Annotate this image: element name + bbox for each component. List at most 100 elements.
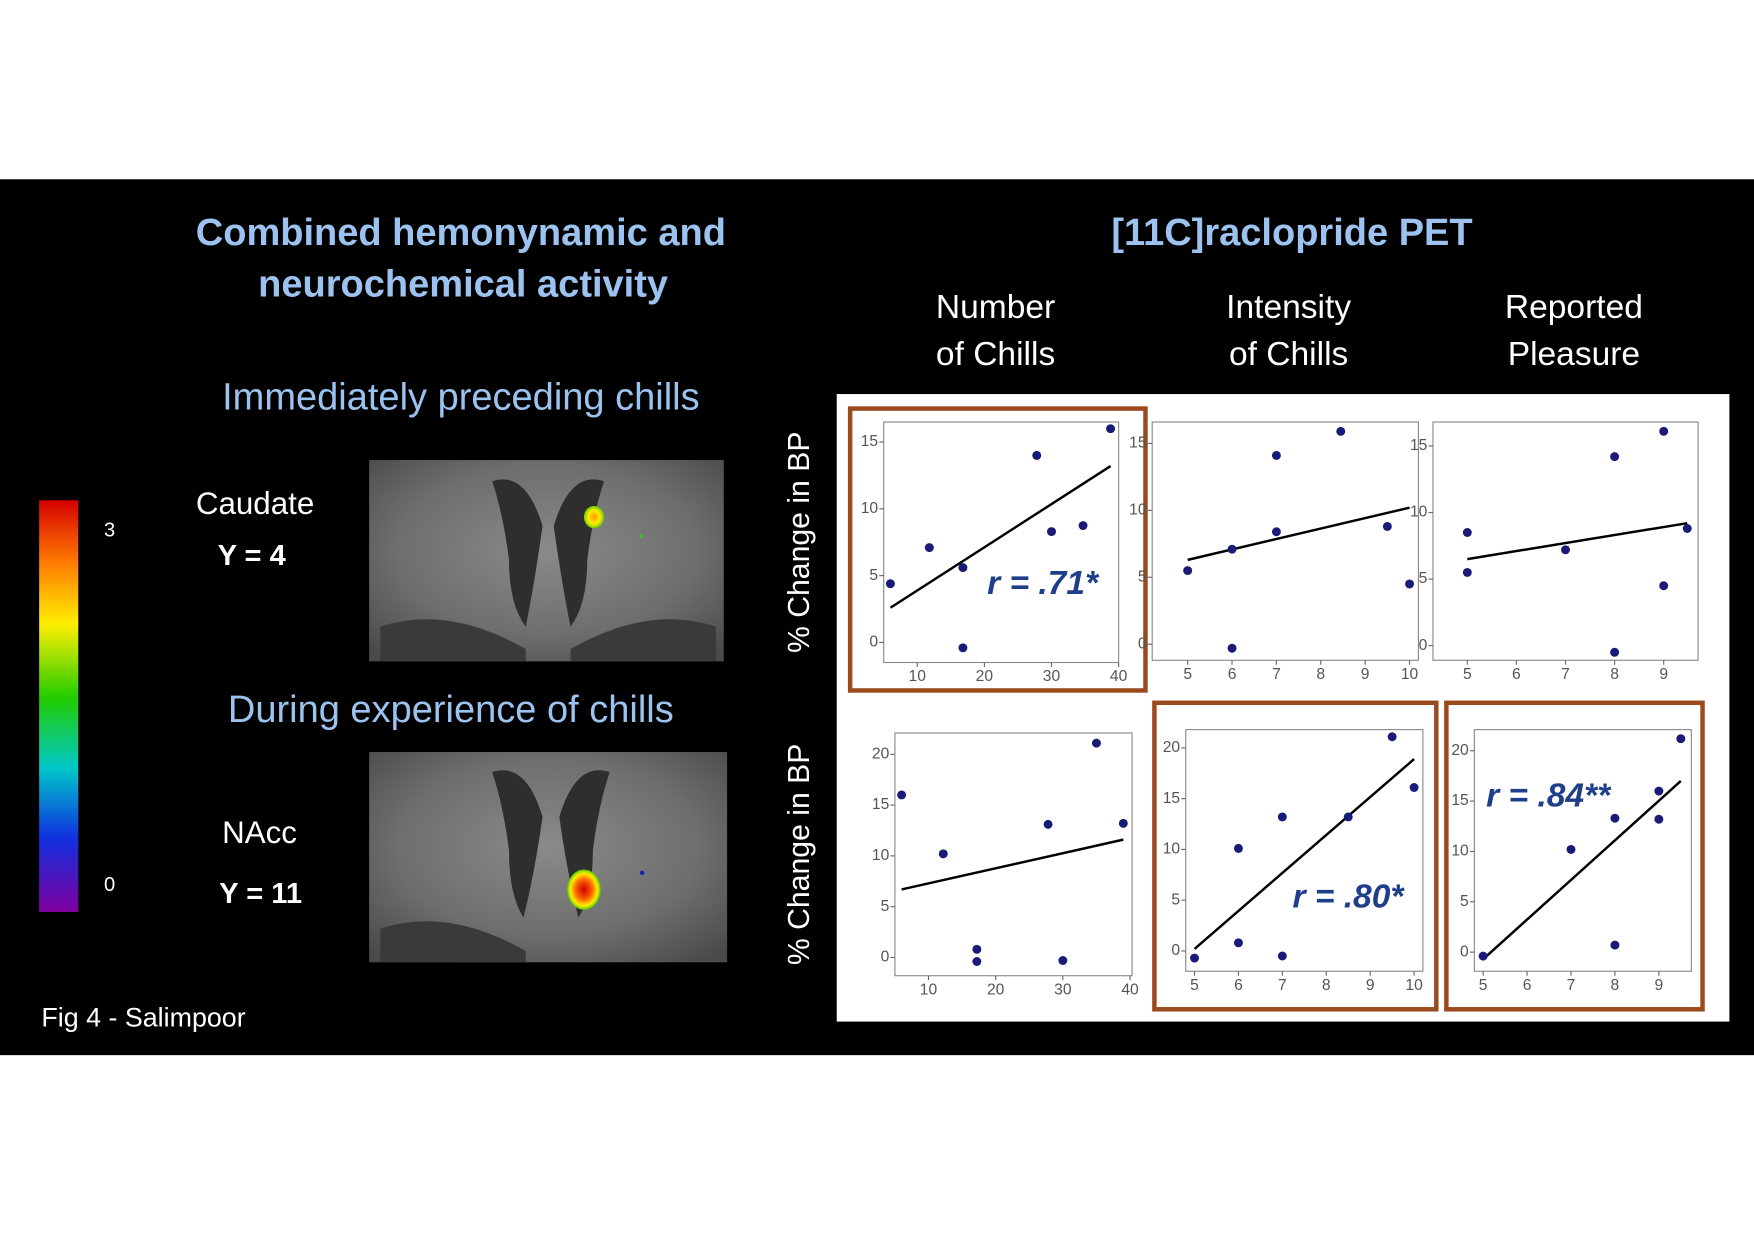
point bbox=[1190, 953, 1199, 963]
point bbox=[1271, 450, 1281, 460]
fit-line bbox=[889, 465, 1112, 609]
y-tick-label: 10 bbox=[1410, 504, 1428, 521]
x-tick-label: 5 bbox=[1463, 666, 1472, 683]
region-label: NAcc bbox=[222, 815, 297, 850]
x-tick-label: 9 bbox=[1361, 666, 1370, 683]
x-tick-label: 5 bbox=[1190, 977, 1199, 994]
y-tick-label: 5 bbox=[869, 567, 878, 584]
y-tick-label: 0 bbox=[1460, 943, 1469, 960]
left-title: neurochemical activity bbox=[258, 264, 668, 306]
column-header: of Chills bbox=[1229, 336, 1348, 373]
y-axis-label: % Change in BP bbox=[783, 431, 816, 653]
point bbox=[1277, 812, 1287, 822]
y-tick-label: 10 bbox=[1129, 501, 1147, 518]
y-tick-label: 5 bbox=[1138, 568, 1147, 585]
y-tick-label: 20 bbox=[1163, 739, 1181, 756]
point bbox=[924, 543, 934, 553]
point bbox=[1682, 524, 1692, 533]
point bbox=[1405, 579, 1415, 589]
point bbox=[1271, 527, 1281, 537]
y-axis-label: % Change in BP bbox=[783, 744, 816, 966]
point bbox=[1227, 643, 1237, 653]
x-tick-label: 5 bbox=[1479, 977, 1488, 994]
plot-area bbox=[1432, 421, 1699, 661]
x-tick-label: 8 bbox=[1611, 977, 1620, 994]
x-tick-label: 30 bbox=[1043, 668, 1061, 685]
point bbox=[938, 849, 948, 859]
x-tick-label: 20 bbox=[976, 668, 994, 685]
x-tick-label: 40 bbox=[1121, 981, 1139, 998]
x-tick-label: 40 bbox=[1110, 668, 1128, 685]
point bbox=[1106, 424, 1116, 434]
point bbox=[1654, 786, 1664, 796]
plot-area bbox=[894, 732, 1133, 977]
x-tick-label: 9 bbox=[1654, 977, 1663, 994]
point bbox=[1382, 521, 1392, 531]
y-tick-label: 0 bbox=[869, 634, 878, 651]
fit-line bbox=[1482, 780, 1682, 961]
y-tick-label: 0 bbox=[1171, 942, 1180, 959]
x-tick-label: 10 bbox=[1401, 666, 1419, 683]
section-label: Immediately preceding chills bbox=[222, 377, 700, 419]
point bbox=[958, 563, 968, 573]
y-tick-label: 5 bbox=[881, 898, 890, 915]
x-tick-label: 8 bbox=[1610, 666, 1619, 683]
point bbox=[1566, 844, 1576, 854]
column-header: Pleasure bbox=[1508, 336, 1640, 373]
plot-area bbox=[1151, 421, 1419, 661]
caption: Fig 4 - Salimpoor bbox=[41, 1002, 245, 1032]
point bbox=[1659, 581, 1669, 591]
point bbox=[1462, 567, 1472, 577]
x-tick-label: 9 bbox=[1659, 666, 1668, 683]
point bbox=[1043, 819, 1053, 829]
point bbox=[1561, 545, 1570, 555]
y-tick-label: 15 bbox=[872, 796, 890, 813]
coord-label: Y = 4 bbox=[218, 540, 287, 572]
plot-area bbox=[1473, 729, 1692, 972]
x-tick-label: 10 bbox=[909, 668, 927, 685]
x-tick-label: 6 bbox=[1512, 666, 1521, 683]
y-tick-label: 20 bbox=[872, 745, 890, 762]
y-tick-label: 5 bbox=[1171, 891, 1180, 908]
highlight-frame bbox=[847, 406, 1148, 693]
y-tick-label: 5 bbox=[1460, 893, 1469, 910]
fit-line bbox=[1193, 758, 1415, 950]
x-tick-label: 20 bbox=[987, 981, 1005, 998]
x-tick-label: 9 bbox=[1366, 977, 1375, 994]
fit-line bbox=[901, 838, 1124, 891]
y-tick-label: 10 bbox=[861, 500, 879, 517]
right-title: [11C]raclopride PET bbox=[1111, 212, 1472, 254]
highlight-frame bbox=[1444, 700, 1705, 1012]
point bbox=[1058, 956, 1068, 965]
point bbox=[1032, 450, 1042, 460]
point bbox=[1183, 566, 1193, 576]
point bbox=[972, 944, 982, 954]
y-tick-label: 10 bbox=[1163, 841, 1181, 858]
region-label: Caudate bbox=[196, 486, 314, 521]
fit-line bbox=[1187, 506, 1410, 562]
x-tick-label: 7 bbox=[1278, 977, 1287, 994]
plot-area bbox=[1185, 729, 1424, 972]
point bbox=[1091, 738, 1101, 748]
colorbar-tick-label: 3 bbox=[104, 519, 115, 541]
column-header: Number bbox=[936, 289, 1055, 326]
brain-slice bbox=[369, 751, 728, 963]
y-tick-label: 15 bbox=[1410, 437, 1428, 454]
y-tick-label: 0 bbox=[1138, 635, 1147, 652]
point bbox=[1343, 812, 1353, 822]
fit-line bbox=[1467, 521, 1688, 561]
brain-slice bbox=[369, 460, 724, 662]
point bbox=[1462, 528, 1472, 537]
point bbox=[1610, 452, 1620, 462]
point bbox=[1078, 521, 1088, 531]
y-tick-label: 0 bbox=[1419, 637, 1428, 654]
point bbox=[1610, 940, 1620, 950]
y-tick-label: 10 bbox=[1451, 843, 1469, 860]
y-tick-label: 15 bbox=[1129, 435, 1147, 452]
coord-label: Y = 11 bbox=[219, 878, 302, 910]
x-tick-label: 10 bbox=[1405, 977, 1423, 994]
x-tick-label: 6 bbox=[1228, 666, 1237, 683]
column-header: Intensity bbox=[1226, 289, 1351, 326]
point bbox=[1478, 951, 1488, 961]
